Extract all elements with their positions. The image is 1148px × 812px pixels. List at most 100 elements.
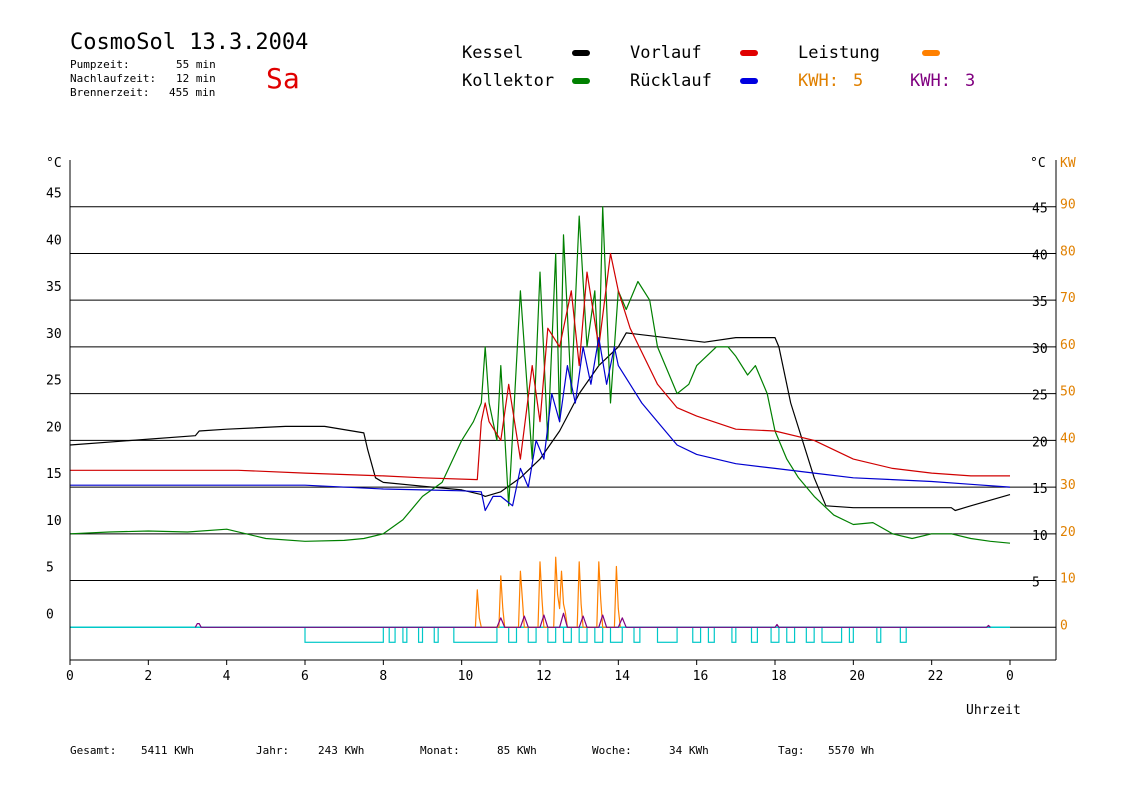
x-tick-11: 22 bbox=[928, 669, 944, 684]
x-tick-10: 20 bbox=[849, 669, 865, 684]
y-tick-left-40: 40 bbox=[46, 233, 62, 248]
y-axis-right-unit: °C bbox=[1030, 156, 1046, 171]
x-tick-0: 0 bbox=[66, 669, 74, 684]
pump-interval-17 bbox=[731, 626, 737, 643]
y-tick-right-35: 35 bbox=[1032, 295, 1048, 310]
info-nachlaufzeit-value: 12 min bbox=[176, 72, 216, 85]
legend-ruecklauf-label: Rücklauf bbox=[630, 71, 712, 91]
series-line-kollektor bbox=[69, 206, 1011, 544]
pump-interval-22 bbox=[821, 626, 843, 643]
legend-kessel-swatch bbox=[572, 50, 590, 56]
footer-jahr-value: 243 KWh bbox=[318, 744, 365, 757]
y-tick-kw-50: 50 bbox=[1060, 385, 1076, 400]
pump-interval-15 bbox=[692, 626, 702, 643]
info-nachlaufzeit-label: Nachlaufzeit: bbox=[70, 72, 157, 85]
pump-interval-10 bbox=[578, 626, 588, 643]
y-tick-left-5: 5 bbox=[46, 561, 54, 576]
x-tick-4: 8 bbox=[379, 669, 387, 684]
series-line-vorlauf bbox=[70, 252, 1010, 481]
x-tick-1: 2 bbox=[144, 669, 152, 684]
chart-marks bbox=[69, 206, 1011, 643]
y-tick-left-10: 10 bbox=[46, 514, 62, 529]
y-tick-left-35: 35 bbox=[46, 280, 62, 295]
y-tick-kw-60: 60 bbox=[1060, 338, 1076, 353]
footer-tag-value: 5570 Wh bbox=[828, 744, 875, 757]
y-tick-right-10: 10 bbox=[1032, 529, 1048, 544]
legend-kessel-label: Kessel bbox=[462, 43, 524, 63]
x-tick-9: 18 bbox=[771, 669, 787, 684]
pump-interval-24 bbox=[876, 626, 882, 643]
pump-interval-14 bbox=[656, 626, 678, 643]
y-tick-kw-10: 10 bbox=[1060, 572, 1076, 587]
chart-axes: 0510152025303540455101520253035404501020… bbox=[46, 160, 1076, 684]
y-tick-right-30: 30 bbox=[1032, 342, 1048, 357]
legend-vorlauf-label: Vorlauf bbox=[630, 43, 702, 63]
x-axis-label: Uhrzeit bbox=[966, 703, 1021, 718]
x-tick-6: 12 bbox=[536, 669, 552, 684]
y-tick-right-25: 25 bbox=[1032, 389, 1048, 404]
y-tick-kw-90: 90 bbox=[1060, 198, 1076, 213]
pump-interval-11 bbox=[594, 626, 604, 643]
y-tick-kw-20: 20 bbox=[1060, 525, 1076, 540]
pump-interval-3 bbox=[417, 626, 424, 643]
pump-interval-9 bbox=[562, 626, 572, 643]
pump-interval-25 bbox=[899, 626, 907, 643]
y-tick-left-0: 0 bbox=[46, 607, 54, 622]
legend-kwh1-value: 5 bbox=[853, 71, 864, 91]
footer-tag-label: Tag: bbox=[778, 744, 805, 757]
y-tick-kw-80: 80 bbox=[1060, 244, 1076, 259]
footer-woche-value: 34 KWh bbox=[669, 744, 709, 757]
pump-interval-5 bbox=[453, 626, 498, 643]
pump-interval-6 bbox=[508, 626, 518, 643]
legend-kwh1-label: KWH: bbox=[798, 71, 839, 91]
pump-interval-23 bbox=[848, 626, 854, 643]
footer-gesamt-value: 5411 KWh bbox=[141, 744, 194, 757]
footer-jahr-label: Jahr: bbox=[256, 744, 290, 757]
pump-interval-19 bbox=[770, 626, 780, 643]
x-tick-12: 0 bbox=[1006, 669, 1014, 684]
y-axis-kw-unit: KW bbox=[1060, 156, 1076, 171]
pump-interval-18 bbox=[750, 626, 758, 643]
legend-vorlauf-swatch bbox=[740, 50, 758, 56]
y-tick-right-15: 15 bbox=[1032, 482, 1048, 497]
pump-interval-2 bbox=[402, 626, 408, 643]
info-brennerzeit-label: Brennerzeit: bbox=[70, 86, 150, 99]
pump-interval-13 bbox=[633, 626, 641, 643]
y-tick-kw-30: 30 bbox=[1060, 478, 1076, 493]
pump-interval-8 bbox=[547, 626, 557, 643]
series-line-kwh2 bbox=[194, 612, 991, 628]
pump-interval-20 bbox=[786, 626, 796, 643]
footer-woche-label: Woche: bbox=[592, 744, 632, 757]
pump-interval-1 bbox=[388, 626, 396, 643]
x-tick-8: 16 bbox=[693, 669, 709, 684]
footer-monat-label: Monat: bbox=[420, 744, 460, 757]
series-line-ruecklauf bbox=[70, 337, 1011, 512]
pump-interval-0 bbox=[304, 626, 384, 643]
footer-monat-value: 85 KWh bbox=[497, 744, 537, 757]
x-tick-2: 4 bbox=[223, 669, 231, 684]
footer-gesamt-label: Gesamt: bbox=[70, 744, 117, 757]
info-pumpzeit-value: 55 min bbox=[176, 58, 216, 71]
info-pumpzeit-label: Pumpzeit: bbox=[70, 58, 130, 71]
y-tick-kw-40: 40 bbox=[1060, 431, 1076, 446]
series-line-leistung bbox=[474, 556, 621, 628]
pump-interval-12 bbox=[609, 626, 623, 643]
y-tick-right-20: 20 bbox=[1032, 435, 1048, 450]
legend-kollektor-swatch bbox=[572, 78, 590, 84]
pump-interval-7 bbox=[527, 626, 537, 643]
y-tick-right-45: 45 bbox=[1032, 202, 1048, 217]
y-tick-left-30: 30 bbox=[46, 327, 62, 342]
legend-ruecklauf-swatch bbox=[740, 78, 758, 84]
y-tick-right-40: 40 bbox=[1032, 248, 1048, 263]
x-tick-7: 14 bbox=[614, 669, 630, 684]
y-tick-kw-70: 70 bbox=[1060, 291, 1076, 306]
legend-kollektor-label: Kollektor bbox=[462, 71, 555, 91]
pump-interval-21 bbox=[805, 626, 815, 643]
y-tick-left-15: 15 bbox=[46, 467, 62, 482]
pump-intervals bbox=[70, 626, 1010, 643]
legend-leistung-label: Leistung bbox=[798, 43, 880, 63]
pump-interval-4 bbox=[433, 626, 439, 643]
legend-kwh2-value: 3 bbox=[965, 71, 976, 91]
x-tick-5: 10 bbox=[458, 669, 474, 684]
